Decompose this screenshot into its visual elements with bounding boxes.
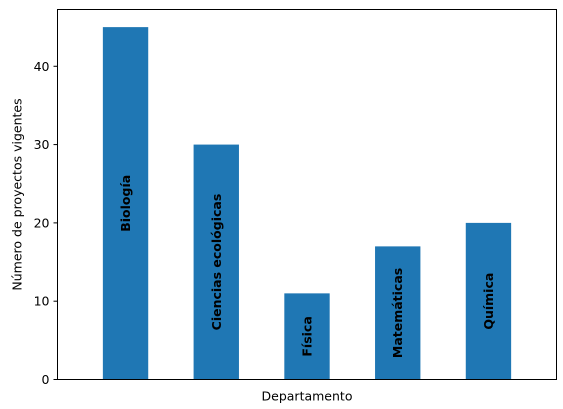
bar-4 bbox=[375, 246, 421, 380]
y-axis-ticks: 0 10 20 30 40 bbox=[34, 59, 58, 387]
y-tick-label: 20 bbox=[34, 215, 50, 230]
bar-3 bbox=[284, 293, 330, 380]
y-tick-label: 30 bbox=[34, 137, 50, 152]
y-tick-label: 0 bbox=[42, 372, 50, 387]
bar-5 bbox=[465, 222, 512, 380]
y-tick-label: 40 bbox=[34, 59, 50, 74]
y-axis-label: Número de proyectos vigentes bbox=[10, 98, 25, 290]
plot-frame bbox=[57, 9, 557, 380]
bar-2 bbox=[193, 144, 239, 380]
bars-layer bbox=[102, 27, 512, 380]
bar-labels-layer: Biología Ciencias ecológicas Física Matemát… bbox=[118, 175, 496, 358]
bar-label-2: Ciencias ecológicas bbox=[209, 194, 224, 331]
bar-label-4: Matemáticas bbox=[390, 268, 405, 358]
bar-label-3: Física bbox=[300, 316, 315, 356]
bar-1 bbox=[102, 27, 149, 380]
x-axis-label: Departamento bbox=[262, 389, 353, 404]
y-tick-label: 10 bbox=[34, 294, 50, 309]
bar-label-1: Biología bbox=[118, 175, 133, 232]
bar-label-5: Química bbox=[481, 273, 496, 330]
